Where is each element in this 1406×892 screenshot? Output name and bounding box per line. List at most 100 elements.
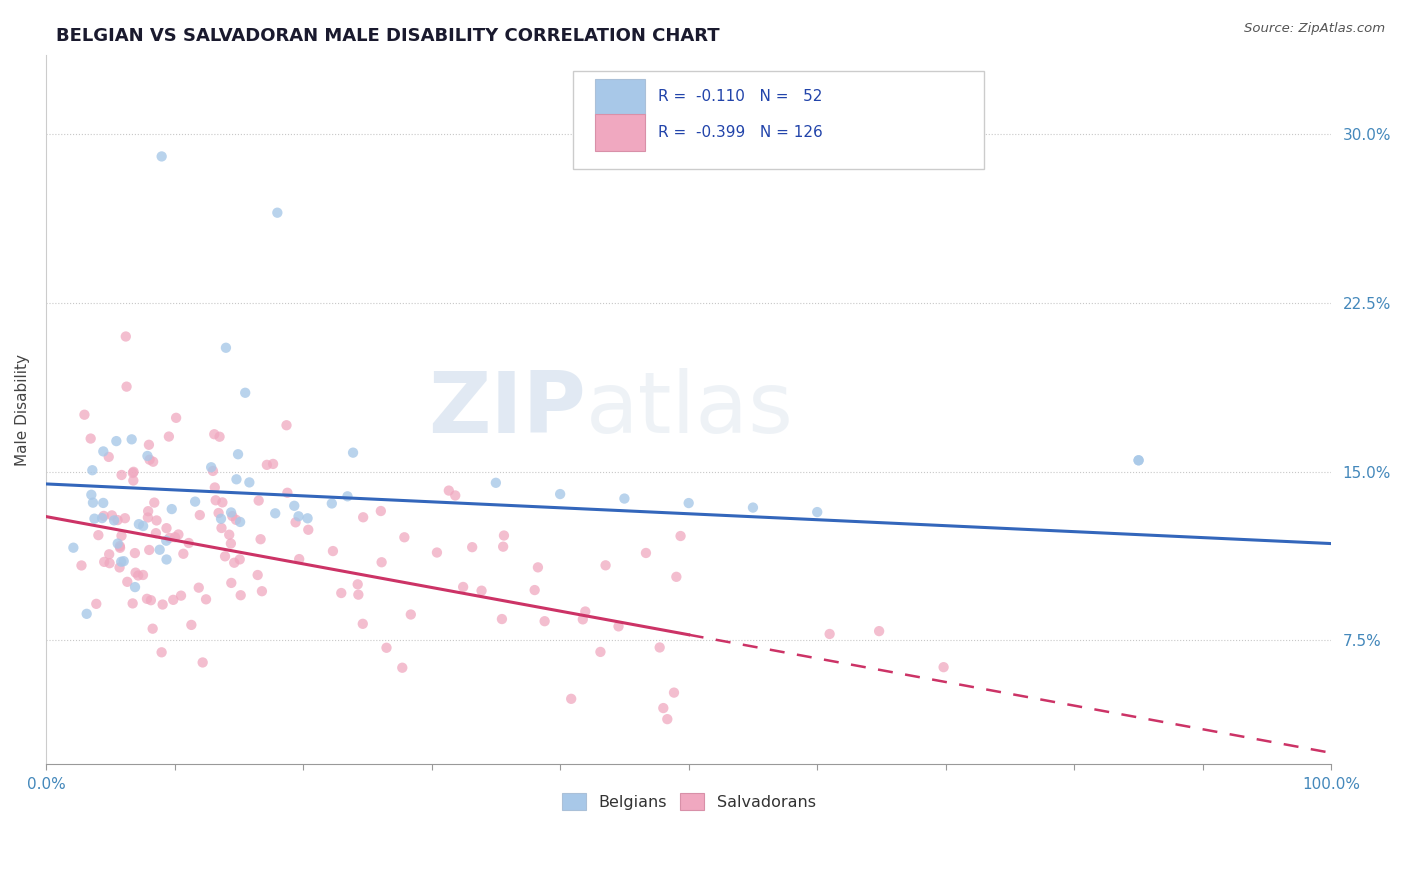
Point — [370, 555, 392, 569]
Point — [138, 452, 160, 467]
Point — [262, 457, 284, 471]
Point — [207, 506, 229, 520]
Point — [122, 474, 145, 488]
Point — [84, 597, 107, 611]
Point — [233, 385, 256, 400]
Point — [145, 513, 167, 527]
Text: BELGIAN VS SALVADORAN MALE DISABILITY CORRELATION CHART: BELGIAN VS SALVADORAN MALE DISABILITY CO… — [56, 27, 720, 45]
Point — [139, 593, 162, 607]
Text: R =  -0.399   N = 126: R = -0.399 N = 126 — [658, 125, 823, 140]
Point — [209, 512, 232, 526]
Point — [145, 526, 167, 541]
Legend: Belgians, Salvadorans: Belgians, Salvadorans — [555, 787, 823, 816]
Point — [152, 598, 174, 612]
Point — [93, 555, 115, 569]
Point — [548, 487, 571, 501]
Point — [215, 341, 238, 355]
Point — [143, 495, 166, 509]
Point — [124, 546, 146, 560]
Point — [105, 434, 128, 449]
Point — [451, 580, 474, 594]
Point — [80, 488, 103, 502]
Point — [91, 496, 114, 510]
Point — [191, 656, 214, 670]
Point — [132, 568, 155, 582]
Point — [110, 468, 132, 483]
Point — [238, 475, 260, 490]
Point — [138, 438, 160, 452]
Point — [138, 543, 160, 558]
Point — [264, 506, 287, 520]
Point — [117, 574, 139, 589]
Point — [347, 588, 370, 602]
Point — [665, 570, 688, 584]
Point — [589, 645, 612, 659]
Point — [321, 496, 343, 510]
Point — [127, 568, 149, 582]
Point — [136, 504, 159, 518]
Point — [62, 541, 84, 555]
Point — [572, 612, 595, 626]
Point — [128, 517, 150, 532]
Point — [648, 640, 671, 655]
Point — [159, 531, 181, 545]
Point — [219, 505, 242, 519]
Point — [250, 584, 273, 599]
Point — [201, 464, 224, 478]
Point — [155, 521, 177, 535]
Point — [187, 581, 209, 595]
Point — [155, 552, 177, 566]
Point — [195, 592, 218, 607]
Point — [527, 560, 550, 574]
Point — [124, 580, 146, 594]
Point — [121, 596, 143, 610]
Point — [225, 472, 247, 486]
Point — [426, 545, 449, 559]
Point — [114, 511, 136, 525]
Point — [91, 511, 114, 525]
FancyBboxPatch shape — [595, 114, 645, 151]
Point — [342, 445, 364, 459]
Point — [652, 701, 675, 715]
Point — [491, 612, 513, 626]
Point — [229, 552, 252, 566]
Point — [249, 533, 271, 547]
Point — [142, 622, 165, 636]
Point — [157, 429, 180, 443]
Point — [167, 527, 190, 541]
Point — [165, 410, 187, 425]
Point — [110, 555, 132, 569]
Point — [188, 508, 211, 522]
Point — [370, 504, 392, 518]
Point — [657, 712, 679, 726]
Point — [283, 499, 305, 513]
Point — [284, 516, 307, 530]
Point — [470, 583, 492, 598]
Point — [124, 566, 146, 580]
Point — [225, 513, 247, 527]
Point — [172, 547, 194, 561]
Point — [492, 540, 515, 554]
FancyBboxPatch shape — [574, 70, 984, 169]
Point — [394, 530, 416, 544]
Point — [132, 519, 155, 533]
Point — [177, 536, 200, 550]
Point — [103, 513, 125, 527]
Point — [276, 418, 298, 433]
Point — [391, 661, 413, 675]
Point — [136, 510, 159, 524]
Point — [669, 529, 692, 543]
Point — [678, 496, 700, 510]
Point — [79, 432, 101, 446]
Point — [399, 607, 422, 622]
Point — [110, 529, 132, 543]
Point — [485, 475, 508, 490]
Point — [162, 592, 184, 607]
Point — [108, 539, 131, 553]
Point — [221, 575, 243, 590]
Point — [437, 483, 460, 498]
Point — [287, 509, 309, 524]
Point — [818, 627, 841, 641]
Point — [204, 493, 226, 508]
Point — [375, 640, 398, 655]
